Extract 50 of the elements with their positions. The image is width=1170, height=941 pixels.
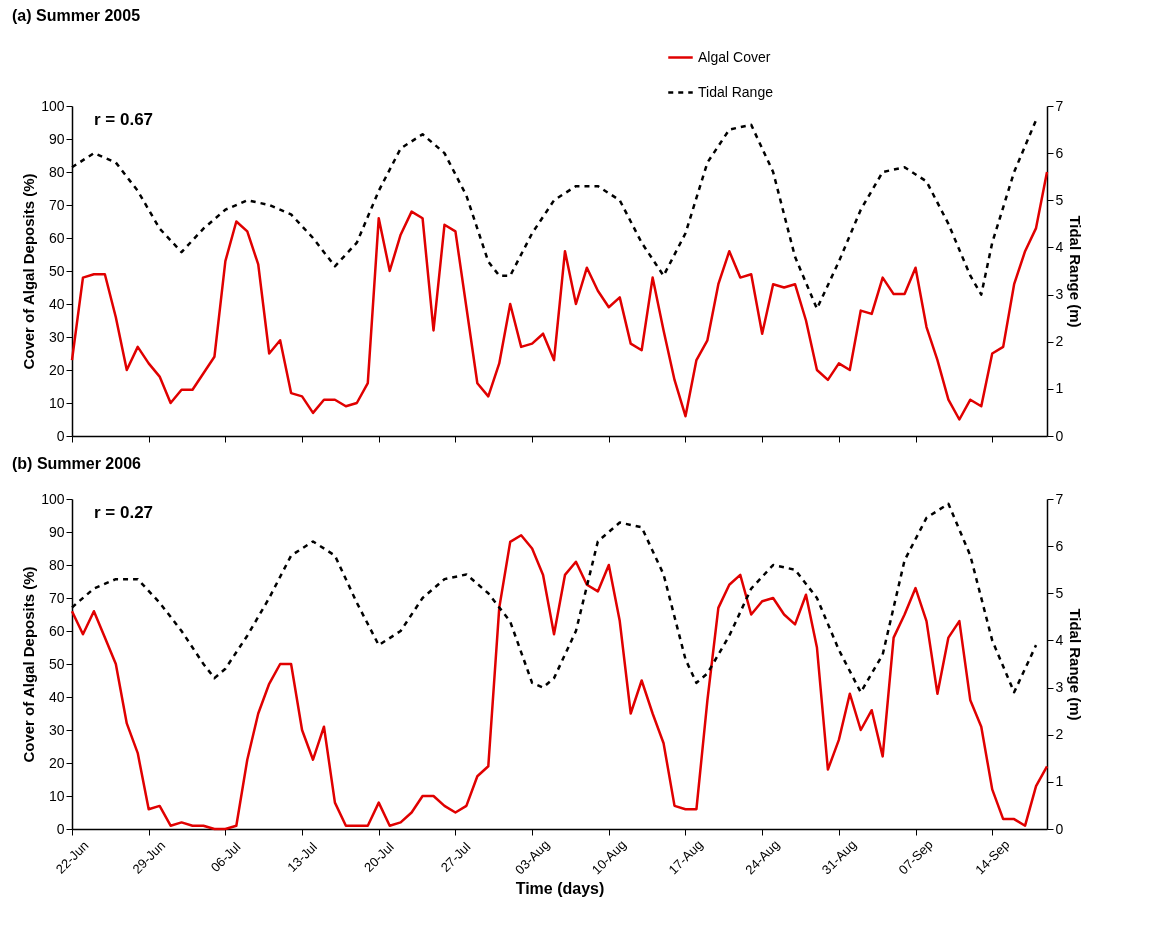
y-tick-label: 60 [48, 622, 65, 639]
y2-tick-label: 4 [1055, 238, 1064, 255]
y-tick-label: 20 [48, 361, 65, 378]
y-tick-label: 30 [48, 721, 65, 738]
y-tick-label: 10 [48, 394, 65, 411]
y-tick-label: 100 [41, 490, 65, 507]
y2-tick-label: 3 [1055, 286, 1064, 303]
y2-tick-label: 7 [1055, 490, 1064, 507]
y2-tick-label: 5 [1055, 191, 1064, 208]
y2-tick-label: 4 [1055, 631, 1064, 648]
y-tick-label: 50 [48, 655, 65, 672]
y2-axis-title: Tidal Range (m) [1067, 608, 1085, 721]
y-tick-label: 30 [48, 328, 65, 345]
y2-tick-label: 3 [1055, 679, 1064, 696]
y-tick-label: 90 [48, 130, 65, 147]
y-tick-label: 80 [48, 556, 65, 573]
y-tick-label: 40 [48, 295, 65, 312]
y-tick-label: 80 [48, 163, 65, 180]
y-tick-label: 0 [56, 427, 65, 444]
y2-tick-label: 6 [1055, 144, 1064, 161]
y-tick-label: 10 [48, 787, 65, 804]
y-tick-label: 90 [48, 523, 65, 540]
x-axis-title: Time (days) [515, 880, 605, 898]
chart-title: (a) Summer 2005 [12, 7, 141, 24]
y-tick-label: 70 [48, 196, 65, 213]
y-tick-label: 40 [48, 688, 65, 705]
y2-tick-label: 1 [1055, 773, 1064, 790]
y2-tick-label: 6 [1055, 537, 1064, 554]
y2-tick-label: 2 [1055, 333, 1064, 350]
y-tick-label: 0 [56, 820, 65, 837]
y-tick-label: 50 [48, 262, 65, 279]
y2-tick-label: 1 [1055, 380, 1064, 397]
y2-tick-label: 2 [1055, 726, 1064, 743]
annotation: r = 0.67 [94, 110, 154, 129]
y2-tick-label: 7 [1055, 97, 1064, 114]
y-tick-label: 20 [48, 754, 65, 771]
legend-label: Algal Cover [698, 48, 771, 65]
y2-tick-label: 0 [1055, 820, 1064, 837]
y-tick-label: 100 [41, 97, 65, 114]
y-axis-title: Cover of Algal Deposits (%) [20, 173, 38, 370]
annotation: r = 0.27 [94, 503, 154, 522]
y-tick-label: 70 [48, 589, 65, 606]
line-series [70, 170, 1049, 421]
y-axis-title: Cover of Algal Deposits (%) [20, 566, 38, 763]
y2-tick-label: 0 [1055, 427, 1064, 444]
chart-title: (b) Summer 2006 [12, 455, 142, 472]
y-tick-label: 60 [48, 229, 65, 246]
y2-axis-title: Tidal Range (m) [1067, 215, 1085, 328]
y2-tick-label: 5 [1055, 584, 1064, 601]
legend-label: Tidal Range [698, 83, 774, 100]
